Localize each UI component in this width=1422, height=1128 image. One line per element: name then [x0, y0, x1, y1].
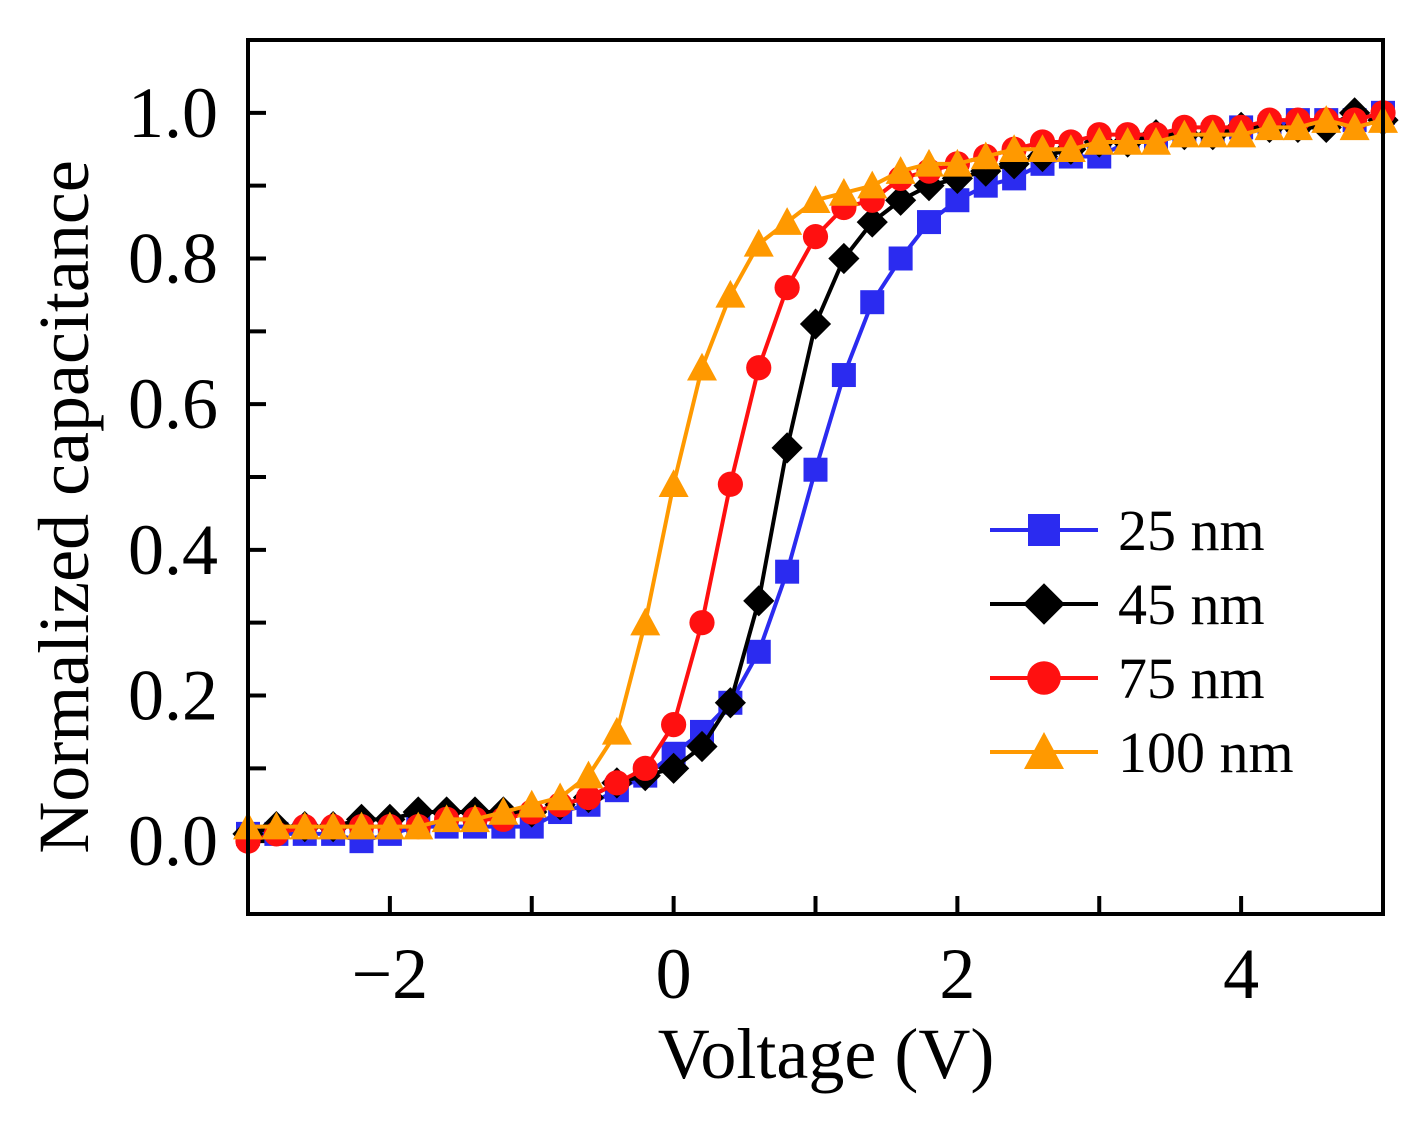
y-tick-label: 0.0 — [128, 801, 218, 881]
tick-marks — [248, 110, 1244, 914]
data-point — [1055, 134, 1086, 162]
y-axis-title: Normalized capacitance — [24, 160, 104, 854]
x-tick-label: 4 — [1223, 934, 1259, 1014]
data-point — [803, 457, 828, 482]
data-point — [828, 177, 859, 206]
y-tick-label: 1.0 — [128, 73, 218, 153]
data-point — [1339, 112, 1370, 141]
data-point — [658, 469, 689, 498]
data-point — [743, 228, 774, 257]
data-point — [630, 607, 661, 636]
data-point — [575, 784, 602, 811]
data-point — [714, 687, 746, 719]
legend-item: 100 nm — [990, 720, 1294, 785]
data-point — [289, 811, 320, 840]
data-point — [743, 585, 775, 617]
data-point — [1197, 119, 1228, 148]
data-point — [460, 804, 490, 833]
series-100-nm — [233, 105, 1398, 840]
data-point — [771, 432, 803, 464]
legend-item: 25 nm — [990, 498, 1265, 563]
tick-labels: −2 0 2 4 0.0 0.2 0.4 0.6 0.8 1.0 — [128, 73, 1259, 1014]
data-point — [860, 290, 885, 315]
data-point — [1282, 112, 1313, 141]
data-point — [828, 242, 860, 275]
legend: 25 nm 45 nm 75 nm 100 nm — [990, 498, 1294, 785]
legend-marker — [1027, 661, 1061, 695]
data-point — [799, 308, 832, 340]
y-tick-label: 0.2 — [128, 656, 218, 736]
data-point — [856, 206, 888, 238]
data-point — [970, 141, 1001, 170]
data-point — [261, 811, 292, 840]
data-point — [885, 156, 916, 184]
data-point — [318, 811, 349, 840]
data-point — [888, 246, 913, 271]
legend-marker — [1023, 583, 1065, 625]
data-point — [661, 712, 687, 738]
data-point — [573, 760, 604, 789]
legend-marker — [1024, 732, 1064, 769]
data-point — [431, 804, 462, 833]
data-point — [346, 811, 377, 840]
data-point — [914, 148, 944, 177]
data-point — [604, 770, 630, 796]
data-point — [658, 752, 690, 784]
x-tick-label: 2 — [939, 934, 975, 1014]
legend-item: 45 nm — [990, 572, 1265, 637]
data-point — [632, 755, 658, 781]
data-point — [374, 811, 405, 840]
data-point — [774, 275, 800, 301]
data-point — [885, 184, 917, 216]
data-point — [1141, 126, 1171, 155]
data-point — [689, 610, 715, 636]
legend-marker — [1028, 514, 1060, 546]
data-point — [717, 471, 743, 497]
data-point — [942, 148, 973, 177]
legend-label: 75 nm — [1118, 646, 1265, 711]
data-point — [999, 134, 1030, 162]
plot-frame — [246, 38, 1385, 916]
x-tick-label: 0 — [656, 934, 692, 1014]
x-axis-title: Voltage (V) — [658, 1014, 995, 1094]
data-point — [687, 352, 717, 381]
data-point — [715, 279, 746, 308]
data-point — [775, 559, 800, 584]
data-point — [917, 210, 941, 235]
data-point — [1027, 134, 1058, 162]
y-tick-label: 0.4 — [128, 510, 218, 590]
data-point — [1226, 119, 1257, 148]
data-point — [403, 811, 434, 840]
data-point — [1169, 119, 1200, 148]
legend-item: 75 nm — [990, 646, 1265, 711]
data-point — [857, 170, 888, 199]
data-point — [488, 797, 519, 825]
data-point — [746, 639, 771, 664]
x-tick-label: −2 — [352, 934, 429, 1014]
legend-label: 100 nm — [1118, 720, 1294, 785]
legend-label: 25 nm — [1118, 498, 1265, 563]
y-tick-label: 0.6 — [128, 364, 218, 444]
legend-label: 45 nm — [1118, 572, 1265, 637]
data-point — [516, 789, 547, 818]
data-point — [746, 355, 772, 381]
y-tick-label: 0.8 — [128, 219, 218, 299]
data-point — [545, 782, 576, 811]
data-point — [831, 363, 856, 388]
data-point — [686, 730, 718, 763]
data-point — [1112, 126, 1143, 155]
data-point — [772, 207, 803, 235]
data-point — [800, 185, 831, 213]
data-point — [802, 224, 829, 250]
data-point — [1254, 112, 1285, 141]
data-point — [1311, 105, 1342, 133]
data-point — [1084, 126, 1115, 155]
data-point — [601, 716, 632, 745]
